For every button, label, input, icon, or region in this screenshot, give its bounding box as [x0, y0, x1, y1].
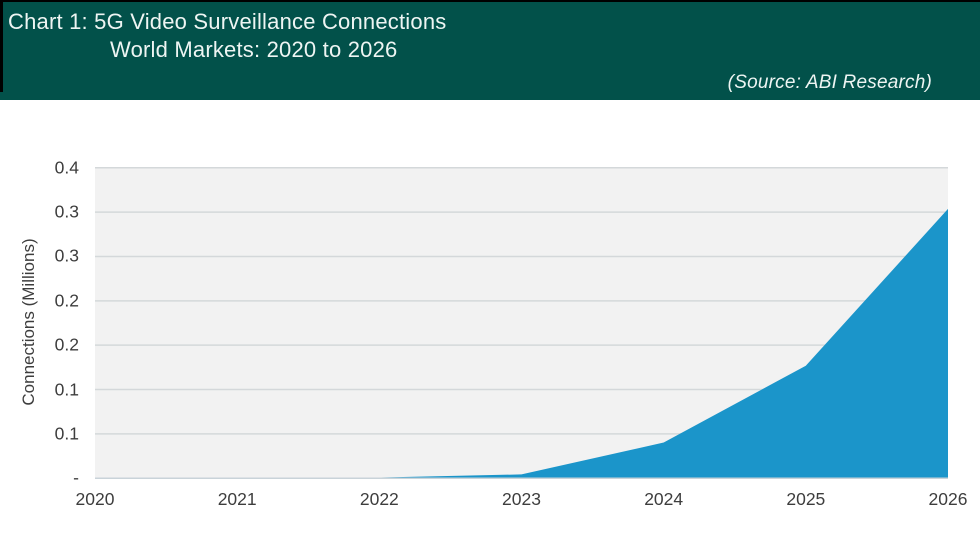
- y-tick-label: 0.2: [54, 290, 79, 311]
- y-axis-tick-labels: 0.4 0.3 0.3 0.2 0.2 0.1 0.1 -: [0, 157, 79, 488]
- x-axis-tick-labels: 2020 2021 2022 2023 2024 2025 2026: [76, 489, 968, 511]
- chart-title-line2: World Markets: 2020 to 2026: [110, 37, 398, 62]
- area-series-svg: [95, 167, 948, 479]
- x-tick-label: 2021: [217, 489, 257, 509]
- y-tick-label: 0.3: [54, 201, 79, 222]
- area-series: [95, 208, 948, 479]
- y-tick-label: 0.1: [54, 423, 79, 444]
- x-tick-label: 2024: [644, 489, 684, 509]
- chart-header: Chart 1: 5G Video Surveillance Connectio…: [0, 0, 980, 100]
- x-tick-label: 2020: [75, 489, 115, 509]
- header-left-border: [0, 2, 3, 92]
- plot-area: [95, 167, 948, 479]
- y-tick-label: -: [73, 467, 79, 488]
- y-tick-label: 0.3: [54, 245, 79, 266]
- chart-title-line1: Chart 1: 5G Video Surveillance Connectio…: [8, 9, 447, 34]
- x-tick-label: 2025: [786, 489, 826, 509]
- source-credit: (Source: ABI Research): [727, 72, 932, 93]
- x-tick-label: 2026: [928, 489, 968, 509]
- y-tick-label: 0.1: [54, 379, 79, 400]
- x-tick-label: 2022: [359, 489, 399, 509]
- y-tick-label: 0.4: [54, 157, 79, 178]
- x-tick-label: 2023: [502, 489, 541, 509]
- y-tick-label: 0.2: [54, 334, 79, 355]
